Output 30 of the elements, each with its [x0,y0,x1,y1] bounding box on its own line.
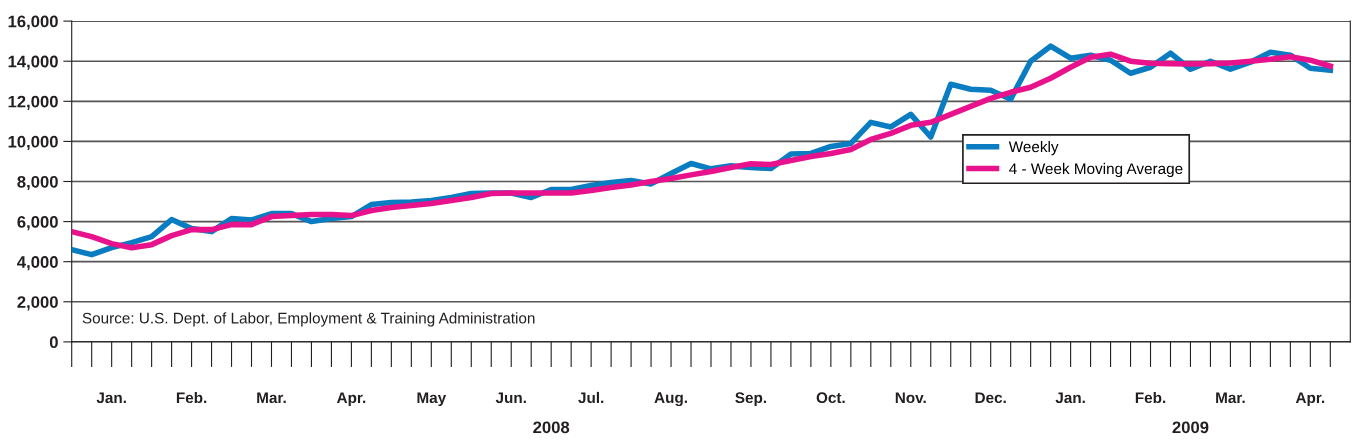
annotation: Source: U.S. Dept. of Labor, Employment & Training Administration [82,312,535,327]
x-tick-label: Jun. [495,392,526,404]
text: 2008 [533,421,570,434]
legend-label: Weekly [1008,140,1059,156]
y-tick-label: 8,000 [17,175,58,191]
x-tick-label: Apr. [1295,392,1325,407]
y-tick-label: 10,000 [8,135,58,151]
x-tick-label: Dec. [975,392,1006,404]
x-tick-label: Nov. [895,392,926,404]
y-tick-label: 0 [49,336,58,349]
x-tick-label: Oct. [816,392,845,404]
x-tick-label: Sep. [735,392,767,407]
x-tick-label: Aug. [654,392,687,407]
y-tick-label: 6,000 [17,216,58,231]
y-tick-label: 2,000 [17,296,58,311]
x-tick-label: Jan. [1055,392,1085,404]
x-tick-label: Apr. [336,392,366,407]
x-tick-label: Feb. [1135,391,1166,404]
x-tick-label: Feb. [176,391,207,404]
y-tick-label: 4,000 [17,256,58,271]
text: 2009 [1172,421,1209,434]
x-tick-label: Mar. [1216,392,1245,404]
y-tick-label: 16,000 [8,15,58,30]
x-tick-label: Jan. [96,392,126,404]
y-tick-label: 14,000 [8,55,58,70]
x-tick-label: Mar. [257,392,286,404]
legend-label: 4 - Week Moving Average [1009,162,1183,178]
x-tick-label: Jul. [578,391,604,404]
x-tick-label: May [417,392,447,407]
y-tick-label: 12,000 [8,95,58,110]
